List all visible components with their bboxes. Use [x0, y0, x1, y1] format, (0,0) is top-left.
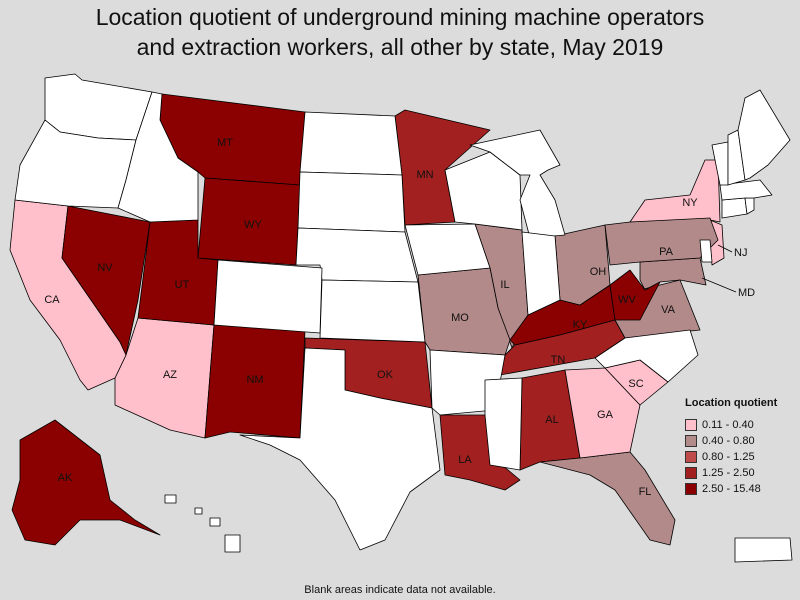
state-ia — [404, 223, 491, 276]
state-mi — [469, 129, 566, 239]
state-ks — [319, 279, 426, 343]
legend-title: Location quotient — [685, 397, 778, 409]
state-label-fl: FL — [639, 486, 652, 498]
state-ga — [564, 367, 641, 459]
state-label-mn: MN — [416, 169, 433, 181]
state-in — [521, 231, 561, 316]
legend-swatch — [685, 419, 697, 431]
legend-swatch — [685, 451, 697, 463]
state-label-ga: GA — [597, 409, 614, 421]
state-md — [639, 257, 707, 291]
state-mo — [417, 267, 511, 356]
state-nd — [299, 111, 403, 176]
legend-swatch — [685, 483, 697, 495]
state-label-mo: MO — [451, 312, 469, 324]
state-co — [213, 259, 323, 334]
state-wv — [609, 269, 661, 321]
state-label-la: LA — [458, 454, 472, 466]
state-label-ca: CA — [44, 294, 60, 306]
state-tx — [239, 347, 441, 551]
state-label-nv: NV — [97, 262, 113, 274]
state-label-ny: NY — [682, 197, 698, 209]
state-de — [699, 239, 713, 263]
state-pr — [734, 537, 793, 563]
state-ms — [484, 377, 523, 471]
state-me — [737, 89, 791, 181]
state-ny — [629, 159, 721, 223]
legend-swatch — [685, 467, 697, 479]
state-label-ky: KY — [573, 319, 588, 331]
legend-label: 2.50 - 15.48 — [702, 483, 761, 495]
legend-label: 0.80 - 1.25 — [702, 451, 755, 463]
state-wa — [44, 73, 153, 141]
state-label-ak: AK — [58, 472, 73, 484]
state-fl — [539, 451, 676, 546]
state-label-md: MD — [738, 287, 755, 299]
legend-item: 0.40 - 0.80 — [685, 433, 797, 449]
state-label-ut: UT — [175, 279, 190, 291]
state-id — [117, 91, 199, 223]
legend-label: 0.11 - 0.40 — [702, 419, 754, 431]
state-label-ok: OK — [377, 369, 394, 381]
state-nc — [594, 329, 699, 383]
state-label-al: AL — [545, 414, 558, 426]
state-label-az: AZ — [163, 369, 177, 381]
state-ct — [721, 197, 748, 219]
leader-line-nj — [717, 244, 733, 253]
legend-item: 0.11 - 0.40 — [685, 417, 797, 433]
states-layer — [9, 73, 793, 563]
state-label-wv: WV — [618, 294, 636, 306]
state-hi — [164, 494, 241, 553]
legend-label: 0.40 - 0.80 — [702, 435, 755, 447]
state-ma — [719, 179, 773, 201]
state-label-wy: WY — [244, 219, 262, 231]
map-title-line-2: and extraction workers, all other by sta… — [136, 34, 664, 60]
map-title-line-1: Location quotient of underground mining … — [95, 4, 705, 30]
state-labels: AK AL AZ CA FL GA IL KY LA MD MN MO MT NJ NM NV NY OH OK PA… — [44, 137, 755, 498]
state-sd — [297, 171, 406, 233]
leader-line-md — [701, 277, 737, 293]
state-ri — [744, 197, 755, 215]
state-label-tn: TN — [551, 354, 566, 366]
state-label-mt: MT — [217, 137, 233, 149]
state-label-nm: NM — [246, 374, 263, 386]
state-label-il: IL — [500, 279, 509, 291]
legend-item: 1.25 - 2.50 — [685, 465, 797, 481]
leader-lines — [701, 244, 737, 293]
state-label-va: VA — [661, 304, 676, 316]
state-label-pa: PA — [659, 246, 674, 258]
footnote: Blank areas indicate data not available. — [304, 584, 496, 596]
state-ak — [11, 419, 161, 546]
map-title: Location quotient of underground mining … — [0, 2, 800, 62]
state-label-nj: NJ — [734, 247, 747, 259]
legend-item: 0.80 - 1.25 — [685, 449, 797, 465]
legend-item: 2.50 - 15.48 — [685, 481, 797, 497]
legend-label: 1.25 - 2.50 — [702, 467, 755, 479]
state-label-oh: OH — [590, 266, 607, 278]
legend-swatch — [685, 435, 697, 447]
legend: Location quotient 0.11 - 0.40 0.40 - 0.8… — [685, 397, 797, 497]
state-label-sc: SC — [628, 378, 643, 390]
